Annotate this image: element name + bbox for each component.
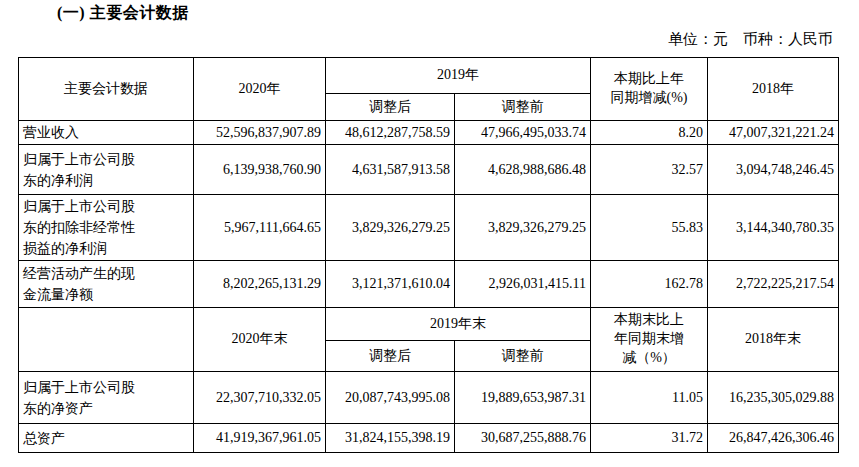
subheader-adjusted: 调整后 xyxy=(326,341,455,372)
cell-2019-before: 19,889,653,987.31 xyxy=(455,372,591,424)
cell-2018: 3,094,748,246.45 xyxy=(708,145,839,195)
header-2020: 2020年 xyxy=(194,58,326,121)
cell-2019-before: 4,628,988,686.48 xyxy=(455,145,591,195)
cell-2020: 8,202,265,131.29 xyxy=(194,261,326,308)
section-title: (一) 主要会计数据 xyxy=(57,3,189,24)
cell-2019-before: 2,926,031,415.11 xyxy=(455,261,591,308)
cell-2018: 16,235,305,029.88 xyxy=(708,372,839,424)
cell-2019-adjusted: 20,087,743,995.08 xyxy=(326,372,455,424)
cell-2020: 5,967,111,664.65 xyxy=(194,195,326,261)
document-page: (一) 主要会计数据 单位：元 币种：人民币 主要会计数据 2020年 2019… xyxy=(0,0,859,467)
subheader-adjusted: 调整后 xyxy=(326,94,455,121)
table-row: 总资产 41,919,367,961.05 31,824,155,398.19 … xyxy=(19,424,839,453)
cell-2018: 26,847,426,306.46 xyxy=(708,424,839,453)
accounting-data-table: 主要会计数据 2020年 2019年 本期比上年 同期增减(%) 2018年 调… xyxy=(18,57,839,453)
cell-2019-before: 47,966,495,033.74 xyxy=(455,121,591,145)
row-label: 归属于上市公司股 东的扣除非经常性 损益的净利润 xyxy=(19,195,194,261)
table-row: 归属于上市公司股 东的净资产 22,307,710,332.05 20,087,… xyxy=(19,372,839,424)
cell-2018: 3,144,340,780.35 xyxy=(708,195,839,261)
cell-change: 8.20 xyxy=(591,121,708,145)
table-row: 经营活动产生的现 金流量净额 8,202,265,131.29 3,121,37… xyxy=(19,261,839,308)
header-2018: 2018年 xyxy=(708,58,839,121)
table-header-row-2: 2020年末 2019年末 本期末比上 年同期末增 减（%） 2018年末 xyxy=(19,308,839,341)
row-label: 归属于上市公司股 东的净利润 xyxy=(19,145,194,195)
cell-change: 11.05 xyxy=(591,372,708,424)
cell-change: 162.78 xyxy=(591,261,708,308)
subheader-before: 调整前 xyxy=(455,94,591,121)
unit-currency-note: 单位：元 币种：人民币 xyxy=(668,30,833,49)
row-label: 归属于上市公司股 东的净资产 xyxy=(19,372,194,424)
cell-change: 32.57 xyxy=(591,145,708,195)
cell-2019-adjusted: 31,824,155,398.19 xyxy=(326,424,455,453)
header-2019-end: 2019年末 xyxy=(326,308,591,341)
cell-change: 31.72 xyxy=(591,424,708,453)
row-label: 营业收入 xyxy=(19,121,194,145)
header-2019: 2019年 xyxy=(326,58,591,94)
header-change: 本期比上年 同期增减(%) xyxy=(591,58,708,121)
cell-2019-before: 30,687,255,888.76 xyxy=(455,424,591,453)
header-main-label: 主要会计数据 xyxy=(19,58,194,121)
cell-2020: 52,596,837,907.89 xyxy=(194,121,326,145)
row-label: 总资产 xyxy=(19,424,194,453)
cell-2020: 6,139,938,760.90 xyxy=(194,145,326,195)
cell-2020: 22,307,710,332.05 xyxy=(194,372,326,424)
header-2020-end: 2020年末 xyxy=(194,308,326,372)
table-row: 归属于上市公司股 东的净利润 6,139,938,760.90 4,631,58… xyxy=(19,145,839,195)
table-header-row-1: 主要会计数据 2020年 2019年 本期比上年 同期增减(%) 2018年 xyxy=(19,58,839,94)
header-2018-end: 2018年末 xyxy=(708,308,839,372)
cell-2020: 41,919,367,961.05 xyxy=(194,424,326,453)
cell-2019-adjusted: 4,631,587,913.58 xyxy=(326,145,455,195)
header-empty-cell xyxy=(19,308,194,372)
cell-change: 55.83 xyxy=(591,195,708,261)
cell-2019-adjusted: 48,612,287,758.59 xyxy=(326,121,455,145)
cell-2019-adjusted: 3,829,326,279.25 xyxy=(326,195,455,261)
row-label: 经营活动产生的现 金流量净额 xyxy=(19,261,194,308)
table-row: 归属于上市公司股 东的扣除非经常性 损益的净利润 5,967,111,664.6… xyxy=(19,195,839,261)
header-change-end: 本期末比上 年同期末增 减（%） xyxy=(591,308,708,372)
cell-2018: 2,722,225,217.54 xyxy=(708,261,839,308)
cell-2019-before: 3,829,326,279.25 xyxy=(455,195,591,261)
cell-2018: 47,007,321,221.24 xyxy=(708,121,839,145)
table-row: 营业收入 52,596,837,907.89 48,612,287,758.59… xyxy=(19,121,839,145)
cell-2019-adjusted: 3,121,371,610.04 xyxy=(326,261,455,308)
subheader-before: 调整前 xyxy=(455,341,591,372)
